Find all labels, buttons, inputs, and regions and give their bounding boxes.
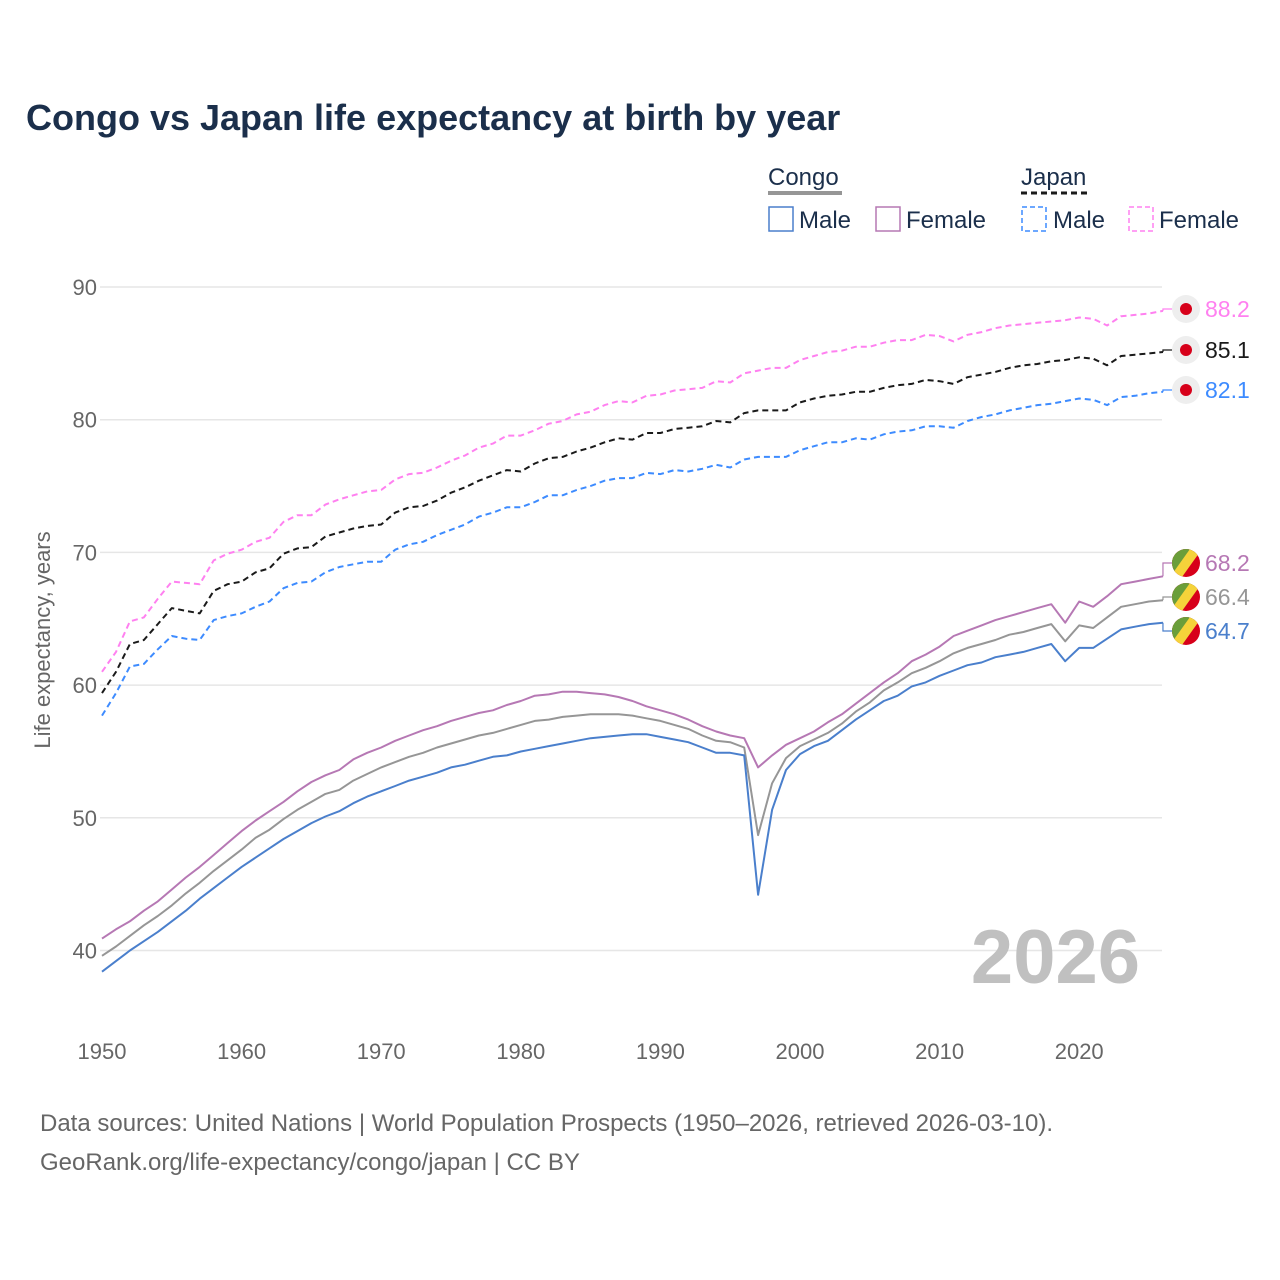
x-tick-label: 1980 <box>496 1039 545 1064</box>
x-tick-label: 1960 <box>217 1039 266 1064</box>
japan-flag-icon <box>1172 336 1200 364</box>
legend-group-congo[interactable]: Congo Male Female <box>768 164 986 234</box>
y-tick-label: 60 <box>73 673 97 698</box>
series-line-japan <box>101 351 1164 694</box>
x-tick-label: 1950 <box>78 1039 127 1064</box>
end-connector <box>1162 622 1172 632</box>
y-tick-label: 70 <box>73 540 97 565</box>
legend-item-label: Female <box>906 207 986 234</box>
end-connector <box>1162 596 1172 601</box>
x-tick-label: 2010 <box>915 1039 964 1064</box>
legend-swatch-japan-male <box>1021 206 1047 232</box>
y-tick-label: 40 <box>73 939 97 964</box>
end-value-label: 66.4 <box>1205 584 1250 610</box>
chart-title: Congo vs Japan life expectancy at birth … <box>26 97 840 138</box>
x-tick-label: 2020 <box>1055 1039 1104 1064</box>
source-line-1: Data sources: United Nations | World Pop… <box>40 1110 1053 1137</box>
y-tick-label: 80 <box>73 408 97 433</box>
series-line-japan-male <box>101 390 1164 717</box>
x-tick-label: 1990 <box>636 1039 685 1064</box>
series-line-congo-female <box>101 575 1164 940</box>
japan-flag-icon <box>1172 376 1200 404</box>
end-value-label: 85.1 <box>1205 337 1250 363</box>
legend-swatch-congo-female <box>875 206 901 232</box>
legend-swatch-japan-female <box>1128 206 1154 232</box>
legend-item-label: Female <box>1159 207 1239 234</box>
congo-flag-icon <box>1172 617 1200 645</box>
series-line-congo <box>101 599 1164 957</box>
congo-flag-icon <box>1172 583 1200 611</box>
legend-item-label: Male <box>1053 207 1105 234</box>
series-lines <box>101 309 1164 973</box>
end-value-label: 64.7 <box>1205 618 1250 644</box>
legend-group-label: Congo <box>768 164 839 191</box>
y-tick-label: 50 <box>73 806 97 831</box>
legend-group-japan[interactable]: Japan Male Female <box>1021 164 1239 234</box>
y-axis: 40 50 60 70 80 90 <box>73 275 97 964</box>
end-labels: 88.2 85.1 82.1 68.2 66.4 64.7 <box>1162 295 1250 645</box>
congo-flag-icon <box>1172 549 1200 577</box>
end-connector <box>1162 308 1172 311</box>
y-axis-label: Life expectancy, years <box>30 531 55 748</box>
end-connector <box>1162 349 1172 353</box>
year-watermark: 2026 <box>971 915 1140 1000</box>
y-tick-label: 90 <box>73 275 97 300</box>
x-axis: 1950 1960 1970 1980 1990 2000 2010 2020 <box>78 1039 1104 1064</box>
legend-swatch-congo-male <box>768 206 794 232</box>
end-value-label: 82.1 <box>1205 377 1250 403</box>
end-connector <box>1162 562 1172 577</box>
x-tick-label: 1970 <box>357 1039 406 1064</box>
series-line-congo-male <box>101 621 1164 973</box>
x-tick-label: 2000 <box>776 1039 825 1064</box>
end-value-label: 88.2 <box>1205 296 1250 322</box>
japan-flag-icon <box>1172 295 1200 323</box>
source-line-2[interactable]: GeoRank.org/life-expectancy/congo/japan … <box>40 1149 580 1176</box>
end-value-label: 68.2 <box>1205 550 1250 576</box>
legend-group-label: Japan <box>1021 164 1086 191</box>
gridlines <box>100 286 1162 952</box>
legend-item-label: Male <box>799 207 851 234</box>
legend: Congo Male Female Japan Male Female <box>768 164 1239 234</box>
series-line-japan-female <box>101 309 1164 673</box>
end-connector <box>1162 389 1172 392</box>
